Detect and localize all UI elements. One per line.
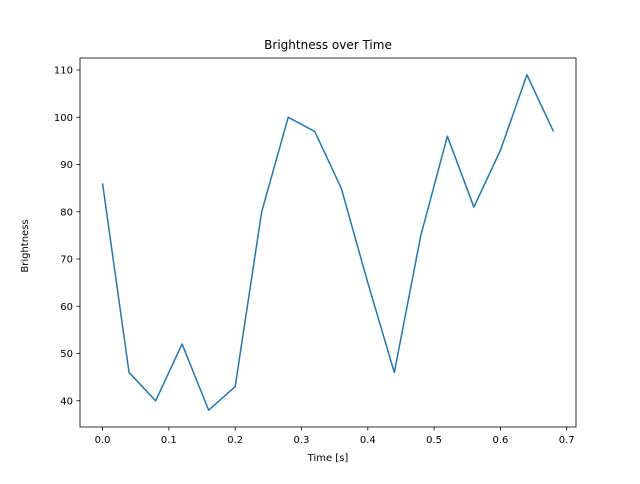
x-tick-label: 0.2 — [227, 435, 243, 446]
y-axis-label: Brightness — [20, 219, 31, 272]
y-tick-label: 110 — [54, 66, 73, 77]
y-tick-label: 50 — [60, 349, 73, 360]
x-tick-label: 0.1 — [161, 435, 177, 446]
y-tick-label: 90 — [60, 160, 73, 171]
y-tick-label: 100 — [54, 113, 73, 124]
y-tick-label: 60 — [60, 302, 73, 313]
plot-area: 0.0 0.1 0.2 0.3 0.4 0.5 0.6 0.7 40 50 60 70 80 90 100 1… — [54, 57, 577, 446]
x-tick-label: 0.6 — [492, 435, 508, 446]
x-tick-label: 0.3 — [294, 435, 310, 446]
y-tick-label: 40 — [60, 396, 73, 407]
x-tick-label: 0.0 — [95, 435, 111, 446]
chart-title: Brightness over Time — [264, 38, 392, 52]
x-axis-label: Time [s] — [307, 453, 349, 464]
plot-border — [79, 57, 577, 428]
y-tick-label: 70 — [60, 255, 73, 266]
x-tick-label: 0.7 — [559, 435, 575, 446]
x-tick-label: 0.4 — [360, 435, 376, 446]
x-tick-label: 0.5 — [426, 435, 442, 446]
data-line — [101, 74, 555, 411]
y-tick-label: 80 — [60, 207, 73, 218]
